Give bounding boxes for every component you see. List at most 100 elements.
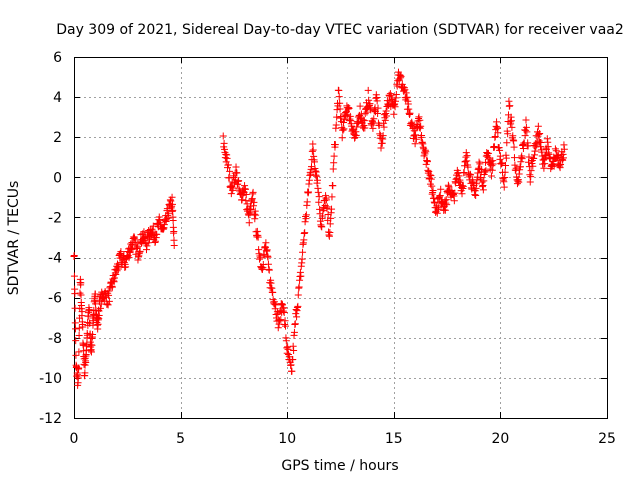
data-point [247,205,255,213]
data-point [274,324,282,332]
data-point [303,198,311,206]
x-tick-label: 0 [70,431,79,447]
data-point [144,239,152,247]
data-point [380,123,388,131]
data-point [397,72,405,80]
data-point [269,289,277,297]
data-point [219,132,227,140]
data-point [403,93,411,101]
data-point [75,364,83,372]
data-point [484,149,492,157]
data-point [435,204,443,212]
data-point [256,254,264,262]
data-point [122,263,130,271]
chart-title: Day 309 of 2021, Sidereal Day-to-day VTE… [56,22,624,38]
data-point [527,167,535,175]
data-point [168,193,176,201]
data-point [364,86,372,94]
y-tick-label: 0 [53,170,62,186]
data-point [108,283,116,291]
data-point [477,175,485,183]
data-point [464,163,472,171]
data-point [510,143,518,151]
data-point [475,158,483,166]
data-point [76,289,84,297]
data-point [368,118,376,126]
data-point [476,160,484,168]
data-point [531,147,539,155]
data-point [340,125,348,133]
data-point [310,158,318,166]
x-axis-label: GPS time / hours [281,458,398,474]
data-point [72,337,80,345]
data-point [235,177,243,185]
data-point [241,185,249,193]
data-point [475,164,483,172]
data-point [82,359,90,367]
data-point [436,192,444,200]
data-point [264,253,272,261]
data-point [480,177,488,185]
data-point [488,166,496,174]
data-point [335,93,343,101]
x-tick-labels: 0 5 10 15 20 25 [70,431,616,447]
data-point [524,142,532,150]
data-point [169,216,177,224]
data-point [479,186,487,194]
data-point [272,301,280,309]
data-point [322,196,330,204]
data-point [417,122,425,130]
data-point [315,193,323,201]
data-point [70,272,78,280]
data-point [260,251,268,259]
data-point [290,347,298,355]
data-point [502,154,510,162]
data-point [246,209,254,217]
data-point [134,243,142,251]
data-point [289,355,297,363]
data-point [406,109,414,117]
data-point [79,323,87,331]
data-point [534,122,542,130]
data-point [229,184,237,192]
data-point [75,324,83,332]
data-point [115,262,123,270]
data-point [352,131,360,139]
data-point [329,165,337,173]
data-point [428,182,436,190]
data-point [168,200,176,208]
data-point [422,148,430,156]
data-point [290,328,298,336]
data-point [370,115,378,123]
data-point [333,113,341,121]
data-point [530,155,538,163]
data-point [491,133,499,141]
data-point [496,152,504,160]
data-point [536,130,544,138]
data-point [324,211,332,219]
data-point [300,236,308,244]
data-point [544,143,552,151]
data-point [83,340,91,348]
data-point [540,164,548,172]
data-point [506,102,514,110]
data-point [535,137,543,145]
data-point [557,161,565,169]
data-point [233,169,241,177]
data-point [329,182,337,190]
data-point [170,227,178,235]
data-point [89,330,97,338]
data-point [251,215,259,223]
data-point [522,126,530,134]
data-point [361,124,369,132]
data-point [381,116,389,124]
data-point [301,229,309,237]
data-point [416,116,424,124]
x-tick-label: 15 [385,431,403,447]
data-point [522,116,530,124]
data-point [527,173,535,181]
data-point [88,341,96,349]
data-point [262,239,270,247]
data-point [451,189,459,197]
data-point [252,211,260,219]
